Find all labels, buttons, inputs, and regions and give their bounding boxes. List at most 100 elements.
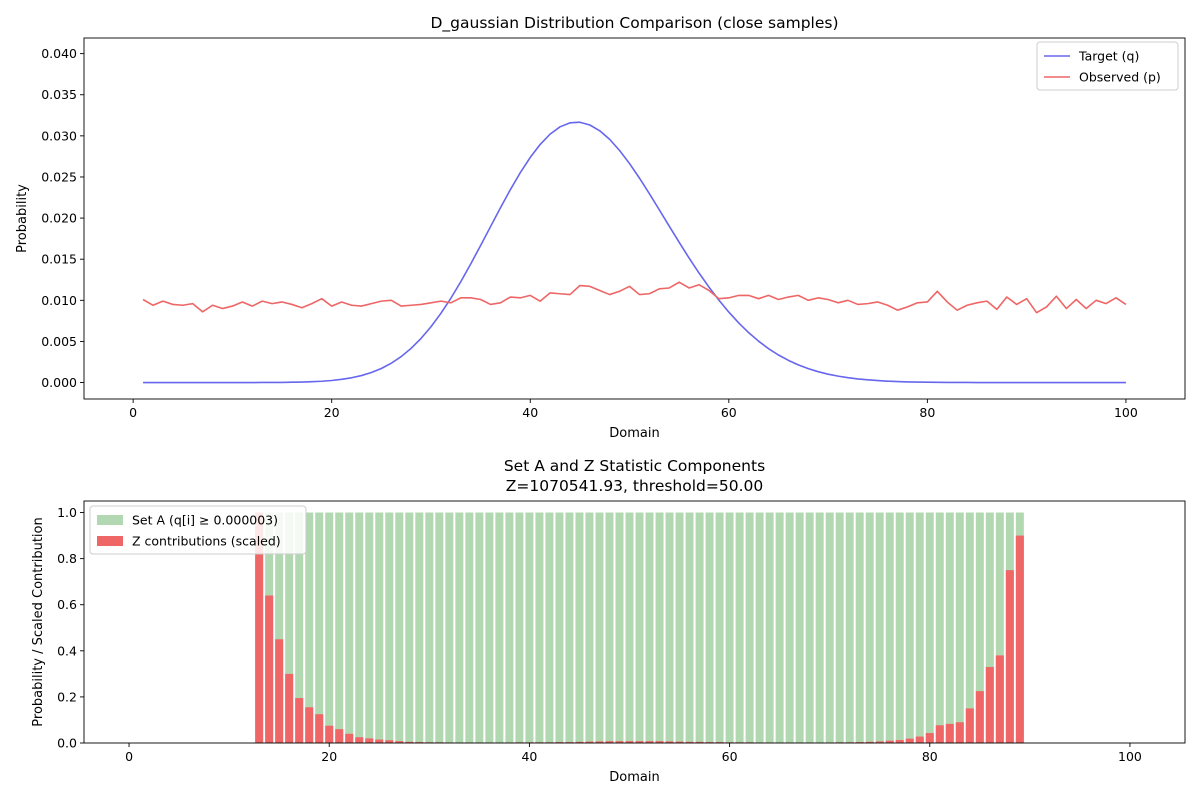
bar — [945, 723, 954, 743]
y-axis-label: Probability / Scaled Contribution — [31, 517, 46, 726]
bar — [605, 741, 614, 743]
chart-title: D_gaussian Distribution Comparison (clos… — [430, 14, 838, 33]
bar — [865, 741, 874, 743]
y-tick-label: 0.000 — [41, 375, 77, 390]
bar — [575, 512, 584, 743]
bar — [925, 512, 934, 743]
bar — [825, 512, 834, 743]
bar — [865, 512, 874, 743]
legend-label: Target (q) — [1078, 49, 1139, 64]
x-tick-label: 40 — [522, 405, 538, 420]
bar — [305, 707, 314, 743]
bar — [605, 512, 614, 743]
x-tick-label: 100 — [1118, 749, 1142, 764]
bar — [585, 512, 594, 743]
bar — [665, 741, 674, 743]
bar — [655, 741, 664, 743]
y-tick-label: 0.035 — [41, 87, 77, 102]
bar — [495, 512, 504, 743]
bar — [415, 742, 424, 743]
bar — [285, 512, 294, 743]
bar — [515, 512, 524, 743]
bar — [975, 512, 984, 743]
bar — [885, 740, 894, 743]
y-tick-label: 0.2 — [57, 689, 77, 704]
bar — [815, 512, 824, 743]
x-tick-label: 80 — [919, 405, 935, 420]
bar — [915, 736, 924, 743]
chart-title: Set A and Z Statistic Components — [504, 457, 765, 475]
y-tick-label: 0.8 — [57, 551, 77, 566]
bar — [445, 512, 454, 743]
bar — [965, 708, 974, 743]
bar — [435, 512, 444, 743]
bar — [895, 512, 904, 743]
bar — [355, 737, 364, 743]
bar — [755, 512, 764, 743]
axes-frame — [83, 500, 1186, 744]
target-q-line — [143, 121, 1126, 384]
bar — [385, 512, 394, 743]
bar — [385, 740, 394, 743]
legend-swatch — [97, 536, 123, 546]
bar — [635, 741, 644, 743]
bar — [325, 512, 334, 743]
bar — [525, 512, 534, 743]
y-tick-label: 0.6 — [57, 597, 77, 612]
y-tick-label: 0.040 — [41, 46, 77, 61]
bar — [295, 512, 304, 743]
bar — [255, 512, 264, 743]
bar — [705, 512, 714, 743]
bar — [985, 512, 994, 743]
x-tick-label: 0 — [125, 749, 133, 764]
bar — [365, 512, 374, 743]
bar — [955, 512, 964, 743]
y-tick-label: 0.030 — [41, 128, 77, 143]
bar — [555, 512, 564, 743]
bar — [565, 512, 574, 743]
bar — [645, 512, 654, 743]
bar — [1005, 570, 1014, 743]
legend-label: Set A (q[i] ≥ 0.000003) — [132, 513, 278, 528]
x-tick-label: 100 — [1114, 405, 1138, 420]
bar — [565, 742, 574, 743]
bar — [265, 595, 274, 743]
bar — [845, 512, 854, 743]
bar — [625, 741, 634, 743]
bar — [615, 512, 624, 743]
bar — [485, 512, 494, 743]
bar — [615, 741, 624, 743]
bar — [715, 512, 724, 743]
bar — [405, 512, 414, 743]
bar — [875, 512, 884, 743]
bar — [775, 512, 784, 743]
x-tick-label: 80 — [922, 749, 938, 764]
bar — [675, 741, 684, 743]
bar — [715, 742, 724, 743]
bar — [655, 512, 664, 743]
y-tick-label: 1.0 — [57, 505, 77, 520]
bar — [925, 733, 934, 743]
distribution-comparison-chart: 0 20 40 60 80 100 0.000 0.005 0.010 0.015 0.020 0.0… — [15, 14, 1186, 441]
legend-frame — [89, 505, 307, 555]
bar — [735, 512, 744, 743]
x-tick-label: 20 — [321, 749, 337, 764]
bar — [455, 512, 464, 743]
bar — [275, 512, 284, 743]
y-axis-label: Probability — [15, 184, 30, 253]
legend: Set A (q[i] ≥ 0.000003) Z contributions (… — [89, 505, 307, 555]
bar — [705, 742, 714, 743]
legend-label: Observed (p) — [1079, 70, 1161, 85]
bar — [935, 725, 944, 743]
bar — [665, 512, 674, 743]
series-set-a — [255, 512, 1024, 743]
bar — [345, 733, 354, 743]
y-tick-label: 0.025 — [41, 169, 77, 184]
y-tick-label: 0.020 — [41, 211, 77, 226]
x-tick-label: 60 — [722, 749, 738, 764]
bar — [355, 512, 364, 743]
bar — [965, 512, 974, 743]
y-tick-label: 0.0 — [57, 736, 77, 751]
bar — [315, 714, 324, 743]
bar — [695, 741, 704, 743]
